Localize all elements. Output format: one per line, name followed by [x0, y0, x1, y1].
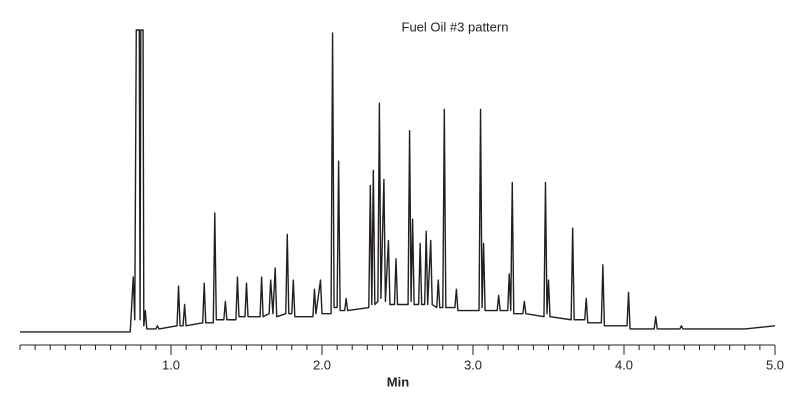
- x-tick-label: 2.0: [313, 357, 331, 372]
- x-tick-label: 5.0: [766, 357, 784, 372]
- x-tick-label: 1.0: [162, 357, 180, 372]
- x-axis-label: Min: [387, 374, 409, 389]
- x-tick-label: 3.0: [464, 357, 482, 372]
- trace: [20, 29, 776, 333]
- chart-title: Fuel Oil #3 pattern: [402, 19, 509, 34]
- x-tick-label: 4.0: [615, 357, 633, 372]
